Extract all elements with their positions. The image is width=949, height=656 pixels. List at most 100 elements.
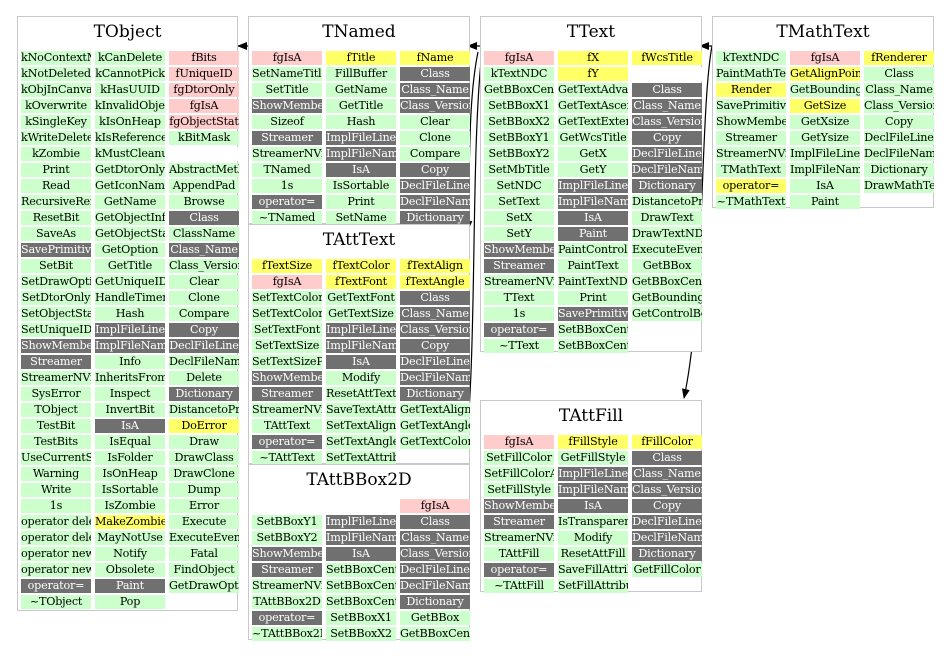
tobject-member <box>169 147 239 161</box>
tatttext-member: ImplFileName <box>326 339 396 353</box>
tobject-member: operator delete[] <box>21 531 91 545</box>
tattbbox2d-member: IsA <box>326 547 396 561</box>
tnamed-member: Clone <box>400 131 470 145</box>
tobject-member: IsA <box>95 419 165 433</box>
tmathtext-member: GetSize <box>790 99 860 113</box>
ttext-member: Streamer <box>484 259 554 273</box>
tattfill-member: Copy <box>632 499 702 513</box>
tattfill-member: TAttFill <box>484 547 554 561</box>
tmathtext-member: ShowMembers <box>716 115 786 129</box>
tobject-member: Draw <box>169 435 239 449</box>
ttext-member: SetText <box>484 195 554 209</box>
tobject-member: IsEqual <box>95 435 165 449</box>
tmathtext-member: GetYsize <box>790 131 860 145</box>
class-tnamed: TNamed fgIsA SetNameTitle SetTitle ShowMembe… <box>248 16 470 225</box>
tnamed-member: GetName <box>326 83 396 97</box>
ttext-member: GetBoundingBox <box>632 291 702 305</box>
ttext-member: Class_Version <box>632 115 702 129</box>
ttext-member: ~TText <box>484 339 554 353</box>
tobject-member: operator= <box>21 579 91 593</box>
ttext-member: operator= <box>484 323 554 337</box>
tmathtext-member: GetBoundingBox <box>790 83 860 97</box>
tobject-member: Dictionary <box>169 387 239 401</box>
tattbbox2d-member: SetBBoxCenterX <box>326 579 396 593</box>
tattfill-member: Class_Name <box>632 467 702 481</box>
ttext-member: GetTextExtent <box>558 115 628 129</box>
tobject-member: ExecuteEvent <box>169 531 239 545</box>
tobject-member: kBitMask <box>169 131 239 145</box>
tatttext-member: SetTextAttributes <box>326 451 396 465</box>
tatttext-member: Copy <box>400 339 470 353</box>
tnamed-member: ShowMembers <box>252 99 322 113</box>
tatttext-member: ~TAttText <box>252 451 322 465</box>
tobject-member: ImplFileLine <box>95 323 165 337</box>
tatttext-member: SetTextSize <box>252 339 322 353</box>
ttext-member: Class_Name <box>632 99 702 113</box>
tatttext-member: ResetAttText <box>326 387 396 401</box>
tnamed-member: Class_Name <box>400 83 470 97</box>
tnamed-member: operator= <box>252 195 322 209</box>
tmathtext-title: TMathText <box>776 22 870 42</box>
tatttext-member: operator= <box>252 435 322 449</box>
tattfill-member: fFillStyle <box>558 435 628 449</box>
class-tattfill: TAttFill fgIsA SetFillColor SetFillColorAlp… <box>480 400 702 593</box>
tobject-member: AbstractMethod <box>169 163 239 177</box>
tobject-member: operator delete <box>21 515 91 529</box>
tattbbox2d-member: ImplFileName <box>326 531 396 545</box>
tobject-member: operator new <box>21 547 91 561</box>
tobject-member: DoError <box>169 419 239 433</box>
tobject-member: DrawClone <box>169 467 239 481</box>
tatttext-member: Class_Version <box>400 323 470 337</box>
ttext-member: fWcsTitle <box>632 51 702 65</box>
tobject-member: GetUniqueID <box>95 275 165 289</box>
tattbbox2d-member: SetBBoxY2 <box>252 531 322 545</box>
tobject-member: Class_Name <box>169 243 239 257</box>
ttext-member: PaintTextNDC <box>558 275 628 289</box>
ttext-member: ImplFileLine <box>558 179 628 193</box>
tattbbox2d-member: SetBBoxCenter <box>326 563 396 577</box>
tattfill-member: SaveFillAttributes <box>558 563 628 577</box>
tmathtext-member: TMathText <box>716 163 786 177</box>
tobject-member: SetObjectStat <box>21 307 91 321</box>
tmathtext-member: SavePrimitive <box>716 99 786 113</box>
tattfill-member: Dictionary <box>632 547 702 561</box>
class-tmathtext: TMathText kTextNDC PaintMathText Render Save… <box>712 16 934 209</box>
tatttext-member: TAttText <box>252 419 322 433</box>
tobject-member: TestBits <box>21 435 91 449</box>
ttext-member: SetBBoxCenter <box>558 323 628 337</box>
tobject-member: IsFolder <box>95 451 165 465</box>
tobject-member: fgObjectStat <box>169 115 239 129</box>
tattfill-member: SetFillColorAlpha <box>484 467 554 481</box>
tattbbox2d-member <box>326 499 396 513</box>
tattbbox2d-member: SetBBoxX1 <box>326 611 396 625</box>
tattfill-member: SetFillAttributes <box>558 579 628 593</box>
tattfill-member: ImplFileLine <box>558 467 628 481</box>
ttext-member: fY <box>558 67 628 81</box>
tobject-member: kSingleKey <box>21 115 91 129</box>
tobject-member: Info <box>95 355 165 369</box>
tnamed-member: ImplFileLine <box>326 131 396 145</box>
tobject-member: kObjInCanvas <box>21 83 91 97</box>
tobject-member: StreamerNVirtual <box>21 371 91 385</box>
tatttext-member: Class_Name <box>400 307 470 321</box>
tobject-member: kWriteDelete <box>21 131 91 145</box>
tobject-member: InheritsFrom <box>95 371 165 385</box>
tmathtext-member: Class_Name <box>864 83 934 97</box>
tobject-member: Delete <box>169 371 239 385</box>
tattbbox2d-member: DeclFileName <box>400 579 470 593</box>
tobject-member: FindObject <box>169 563 239 577</box>
tobject-member: SetUniqueID <box>21 323 91 337</box>
tattfill-member: Streamer <box>484 515 554 529</box>
tattfill-member: GetFillStyle <box>558 451 628 465</box>
tobject-member: GetName <box>95 195 165 209</box>
tobject-member: kIsOnHeap <box>95 115 165 129</box>
ttext-member: TText <box>484 291 554 305</box>
ttext-member: GetBBox <box>632 259 702 273</box>
tobject-member: kCannotPick <box>95 67 165 81</box>
tobject-member: kHasUUID <box>95 83 165 97</box>
tnamed-member: Hash <box>326 115 396 129</box>
ttext-member: kTextNDC <box>484 67 554 81</box>
tobject-member: Compare <box>169 307 239 321</box>
tmathtext-member: GetAlignPoint <box>790 67 860 81</box>
tobject-member: DrawClass <box>169 451 239 465</box>
